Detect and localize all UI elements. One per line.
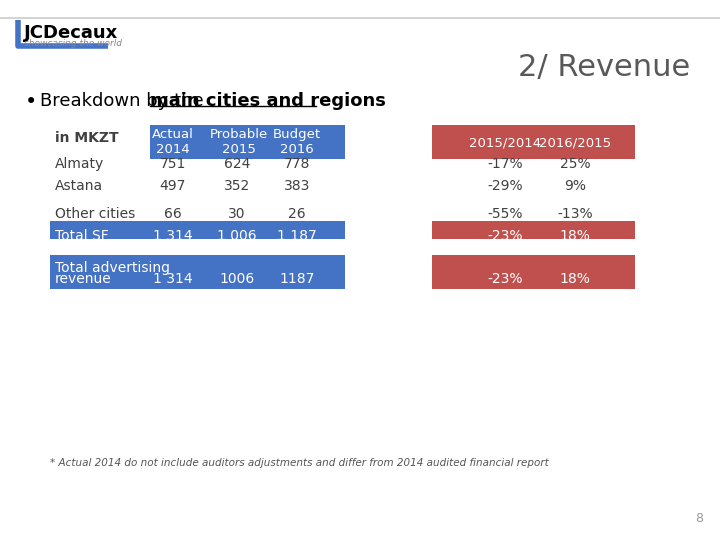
Text: JCDecaux: JCDecaux	[24, 24, 118, 42]
Text: 1 314: 1 314	[153, 272, 193, 286]
Text: 383: 383	[284, 179, 310, 193]
Text: •: •	[25, 92, 37, 112]
FancyBboxPatch shape	[432, 221, 635, 239]
Text: 1 006: 1 006	[217, 229, 257, 243]
FancyBboxPatch shape	[432, 255, 635, 289]
Text: 25%: 25%	[559, 157, 590, 171]
Text: 2016/2015: 2016/2015	[539, 137, 611, 150]
Text: in MKZT: in MKZT	[55, 131, 119, 145]
Text: 352: 352	[224, 179, 250, 193]
Text: 1 187: 1 187	[277, 229, 317, 243]
Text: Probable
2015: Probable 2015	[210, 128, 268, 156]
FancyBboxPatch shape	[432, 125, 635, 159]
Text: Astana: Astana	[55, 179, 103, 193]
Text: -13%: -13%	[557, 207, 593, 221]
Text: 624: 624	[224, 157, 250, 171]
Text: Breakdown by the: Breakdown by the	[40, 92, 210, 110]
Text: 2015/2014: 2015/2014	[469, 137, 541, 150]
Text: -29%: -29%	[487, 179, 523, 193]
Text: revenue: revenue	[55, 272, 112, 286]
Text: showcasing the world: showcasing the world	[24, 39, 122, 48]
Text: Budget
2016: Budget 2016	[273, 128, 321, 156]
Text: 1006: 1006	[220, 272, 255, 286]
Text: 8: 8	[695, 512, 703, 525]
Text: 66: 66	[164, 207, 182, 221]
Text: 9%: 9%	[564, 179, 586, 193]
Text: 30: 30	[228, 207, 246, 221]
Text: -23%: -23%	[487, 229, 523, 243]
Text: Actual
2014: Actual 2014	[152, 128, 194, 156]
Text: Almaty: Almaty	[55, 157, 104, 171]
FancyBboxPatch shape	[50, 221, 345, 239]
Text: 778: 778	[284, 157, 310, 171]
Text: Other cities: Other cities	[55, 207, 135, 221]
Text: 26: 26	[288, 207, 306, 221]
Text: Total advertising: Total advertising	[55, 261, 170, 275]
Text: 18%: 18%	[559, 229, 590, 243]
Text: 2/ Revenue: 2/ Revenue	[518, 53, 690, 82]
Text: * Actual 2014 do not include auditors adjustments and differ from 2014 audited f: * Actual 2014 do not include auditors ad…	[50, 458, 549, 468]
Text: -55%: -55%	[487, 207, 523, 221]
Text: 751: 751	[160, 157, 186, 171]
FancyBboxPatch shape	[50, 255, 345, 289]
Text: 1 314: 1 314	[153, 229, 193, 243]
FancyBboxPatch shape	[150, 125, 345, 159]
Text: 1187: 1187	[279, 272, 315, 286]
Text: Total SF: Total SF	[55, 229, 109, 243]
Text: main cities and regions: main cities and regions	[150, 92, 385, 110]
Text: 497: 497	[160, 179, 186, 193]
Text: 18%: 18%	[559, 272, 590, 286]
Text: -23%: -23%	[487, 272, 523, 286]
Text: -17%: -17%	[487, 157, 523, 171]
